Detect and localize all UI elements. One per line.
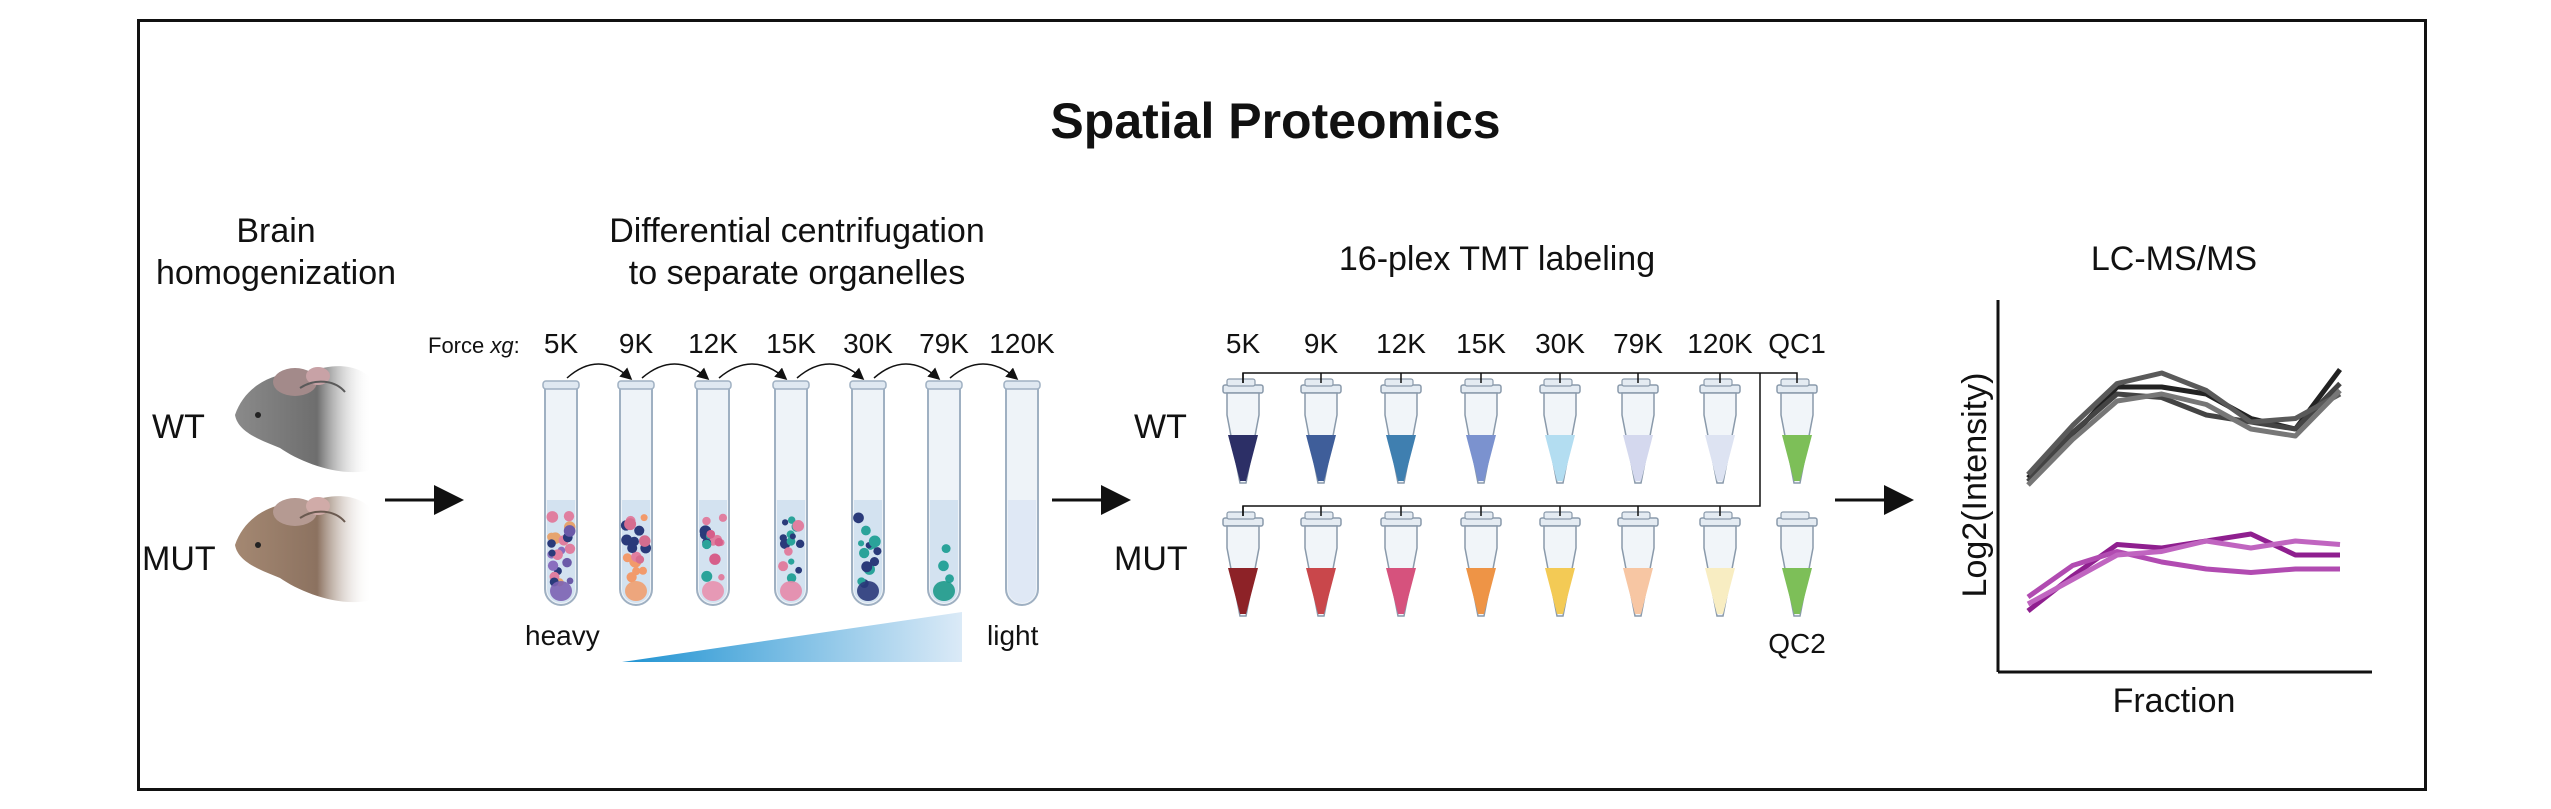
centrifuge-tube-30k bbox=[849, 380, 887, 606]
speed-label-120k: 120K bbox=[989, 328, 1055, 359]
chart-series-wt-4 bbox=[2026, 388, 2342, 487]
wt-tmt-tube-9k bbox=[1300, 378, 1342, 484]
tmt-tubes bbox=[1222, 373, 1818, 617]
density-gradient-wedge bbox=[622, 612, 962, 662]
speed-label-5k: 5K bbox=[543, 328, 579, 359]
chart-x-axis-label: Fraction bbox=[2112, 682, 2236, 720]
wt-mouse-head-icon bbox=[235, 366, 372, 473]
figure-title: Spatial Proteomics bbox=[1050, 93, 1501, 149]
chart-series-wt-2 bbox=[2026, 381, 2342, 484]
wt-tmt-tube-12k bbox=[1380, 378, 1422, 484]
homogenization-line-1: Brain bbox=[236, 212, 316, 250]
tmt-label-15k: 15K bbox=[1456, 328, 1506, 359]
transfer-arrow-15k bbox=[796, 363, 865, 380]
centrifugation-line-2: to separate organelles bbox=[628, 254, 966, 292]
mut-label-mouse: MUT bbox=[142, 540, 216, 578]
wt-tmt-tube-30k bbox=[1539, 378, 1581, 484]
tmt-label-120k: 120K bbox=[1687, 328, 1753, 359]
transfer-arrow-5k bbox=[566, 363, 633, 380]
wt-bracket bbox=[1242, 372, 1798, 383]
section-homogenization-label: Brain homogenization bbox=[156, 210, 396, 294]
tmt-label-12k: 12K bbox=[1376, 328, 1426, 359]
centrifuge-tubes bbox=[542, 363, 1041, 606]
mut-tmt-tube-9k bbox=[1300, 511, 1342, 617]
mut-mouse-head-icon bbox=[235, 496, 372, 603]
tmt-label-qc1: QC1 bbox=[1768, 328, 1826, 359]
gradient-light-label: light bbox=[987, 620, 1039, 651]
section-centrifugation-label: Differential centrifugation to separate … bbox=[609, 210, 984, 294]
centrifuge-tube-120k bbox=[1003, 380, 1041, 606]
centrifuge-tube-9k bbox=[617, 380, 655, 606]
speed-label-15k: 15K bbox=[766, 328, 816, 359]
gradient-heavy-label: heavy bbox=[525, 620, 600, 651]
transfer-arrow-12k bbox=[718, 363, 788, 380]
speed-label-30k: 30K bbox=[843, 328, 893, 359]
tmt-label-79k: 79K bbox=[1613, 328, 1663, 359]
lcms-line-chart bbox=[1996, 300, 2372, 674]
transfer-arrow-9k bbox=[641, 363, 710, 380]
speed-label-79k: 79K bbox=[919, 328, 969, 359]
mut-tmt-tube-12k bbox=[1380, 511, 1422, 617]
transfer-arrow-30k bbox=[873, 363, 941, 380]
chart-series-wt-3 bbox=[2026, 370, 2342, 477]
chart-series-mut-6 bbox=[2026, 549, 2340, 600]
mut-tmt-tube-30k bbox=[1539, 511, 1581, 617]
tmt-label-9k: 9K bbox=[1303, 328, 1339, 359]
wt-tmt-tube-15k bbox=[1460, 378, 1502, 484]
force-label: Force xg: bbox=[428, 333, 520, 358]
centrifuge-tube-15k bbox=[772, 380, 810, 606]
mut-tmt-tube-5k bbox=[1222, 511, 1264, 617]
speed-label-9k: 9K bbox=[618, 328, 654, 359]
figure-frame bbox=[137, 19, 2427, 791]
mut-tmt-tube-120k bbox=[1699, 511, 1741, 617]
section-tmt-label: 16-plex TMT labeling bbox=[1338, 240, 1656, 278]
chart-series-mut-7 bbox=[2026, 538, 2341, 607]
mut-label-tmt: MUT bbox=[1114, 540, 1188, 578]
speed-label-12k: 12K bbox=[688, 328, 738, 359]
wt-tmt-tube-5k bbox=[1222, 378, 1264, 484]
mut-tmt-tube-qc bbox=[1776, 511, 1818, 617]
wt-label-mouse: WT bbox=[152, 408, 205, 446]
transfer-arrow-79k bbox=[949, 363, 1019, 380]
wt-label-tmt: WT bbox=[1134, 408, 1187, 446]
mut-tmt-tube-15k bbox=[1460, 511, 1502, 617]
tmt-label-5k: 5K bbox=[1225, 328, 1261, 359]
homogenization-line-2: homogenization bbox=[155, 254, 397, 292]
section-lcms-label: LC-MS/MS bbox=[2090, 240, 2258, 278]
centrifuge-tube-79k bbox=[925, 380, 963, 606]
mut-tmt-tube-79k bbox=[1617, 511, 1659, 617]
wt-tmt-tube-120k bbox=[1699, 378, 1741, 484]
centrifuge-tube-5k bbox=[542, 380, 580, 606]
tmt-label-30k: 30K bbox=[1535, 328, 1585, 359]
wt-mut-connector bbox=[1242, 373, 1761, 516]
tmt-label-qc2: QC2 bbox=[1768, 628, 1826, 659]
wt-tmt-tube-79k bbox=[1617, 378, 1659, 484]
centrifugation-line-1: Differential centrifugation bbox=[609, 212, 985, 250]
centrifuge-tube-12k bbox=[694, 380, 732, 606]
wt-tmt-tube-qc bbox=[1776, 378, 1818, 484]
